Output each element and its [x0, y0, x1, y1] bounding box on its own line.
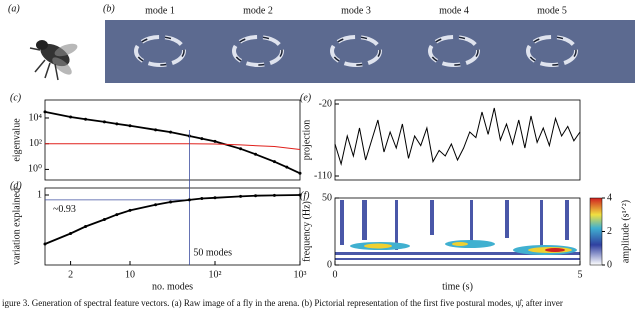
point [102, 218, 106, 221]
series-line [334, 107, 581, 166]
annotation: ~0.93 [53, 204, 76, 215]
point [239, 194, 243, 198]
x-tick-label: 5 [578, 269, 583, 280]
mode-ring [527, 36, 577, 66]
colorbar-label: amplitude (s¹ᐟ²) [620, 200, 631, 263]
y-tick-label: 1 [37, 189, 42, 200]
series-line [45, 143, 301, 151]
point [84, 225, 88, 228]
panel-label: (b) [103, 3, 115, 14]
mode-ring [233, 36, 283, 66]
plot-frame [44, 187, 301, 266]
x-tick-label: 10 [125, 269, 135, 280]
x-tick-label: 10³ [294, 269, 307, 280]
y-tick-label: 10⁰ [28, 164, 42, 175]
mode-label: mode 3 [341, 5, 371, 16]
mode-images [134, 35, 578, 67]
colorbar-tick-label: 4 [607, 192, 612, 203]
point [213, 196, 217, 200]
mode-strip [105, 20, 635, 83]
y-tick-label: -20 [319, 98, 332, 109]
point [200, 197, 204, 200]
y-axis-label: eigenvalue [11, 118, 22, 162]
y-tick-label: 50 [322, 192, 332, 203]
plot-frame [334, 99, 581, 181]
panel-label: (c) [10, 92, 22, 103]
plot-frame [44, 99, 301, 181]
point [169, 130, 173, 134]
point [187, 198, 191, 202]
x-tick-label: 0 [333, 269, 338, 280]
panel-label: (d) [10, 180, 22, 191]
point [298, 193, 302, 197]
point [254, 152, 258, 156]
point [272, 193, 276, 197]
point [102, 120, 106, 124]
point [69, 232, 73, 235]
point [128, 124, 132, 128]
y-axis-label: projection [301, 120, 312, 161]
colorbar-tick-label: 0 [607, 259, 612, 270]
colorbar [589, 197, 603, 266]
panel-label: (e) [300, 92, 312, 103]
point [213, 139, 217, 143]
x-tick-label: 10² [209, 269, 222, 280]
annotation: 50 modes [193, 247, 232, 258]
point [239, 147, 243, 151]
point [43, 242, 47, 246]
point [84, 117, 88, 121]
y-tick-label: 10² [29, 138, 42, 149]
point [43, 110, 47, 114]
series-line [44, 194, 301, 245]
point [272, 160, 276, 164]
y-tick-label: 10⁴ [29, 112, 43, 123]
mode-label: mode 5 [537, 5, 567, 16]
x-tick-label: 2 [68, 269, 73, 280]
point [298, 171, 302, 175]
point [154, 203, 158, 207]
point [128, 208, 132, 212]
x-axis-label: no. modes [152, 281, 193, 292]
y-axis-label: frequency (Hz) [301, 201, 312, 262]
colorbar-tick-label: 2 [607, 226, 612, 237]
mode-ring [135, 36, 185, 66]
mode-ring [429, 36, 479, 66]
y-tick-label: -110 [314, 170, 332, 181]
point [115, 122, 119, 126]
mode-ring [331, 36, 381, 66]
x-axis-label: time (s) [442, 281, 473, 292]
point [200, 137, 204, 141]
panel-label: (a) [8, 3, 20, 14]
point [115, 213, 119, 217]
caption: igure 3. Generation of spectral feature … [2, 298, 563, 308]
mode-label: mode 1 [145, 5, 175, 16]
point [285, 165, 289, 169]
spectrogram-image [335, 198, 580, 265]
mode-label: mode 4 [439, 5, 469, 16]
point [69, 115, 73, 119]
panel-label: (f) [300, 190, 310, 201]
point [154, 128, 158, 132]
mode-label: mode 2 [243, 5, 273, 16]
fly-image [29, 40, 78, 81]
y-tick-label: 0 [327, 259, 332, 270]
plot-frame [334, 197, 581, 266]
point [169, 200, 173, 204]
series-line [44, 110, 301, 175]
y-axis-label: variation explained [11, 188, 22, 265]
point [254, 194, 258, 198]
